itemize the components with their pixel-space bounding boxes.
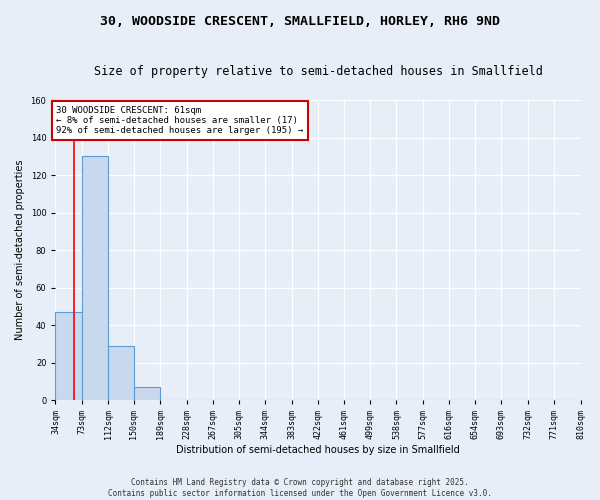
Bar	[55, 312, 82, 400]
Text: 30 WOODSIDE CRESCENT: 61sqm
← 8% of semi-detached houses are smaller (17)
92% of: 30 WOODSIDE CRESCENT: 61sqm ← 8% of semi…	[56, 106, 304, 136]
Bar	[134, 388, 160, 400]
Title: Size of property relative to semi-detached houses in Smallfield: Size of property relative to semi-detach…	[94, 65, 542, 78]
Text: Contains HM Land Registry data © Crown copyright and database right 2025.
Contai: Contains HM Land Registry data © Crown c…	[108, 478, 492, 498]
X-axis label: Distribution of semi-detached houses by size in Smallfield: Distribution of semi-detached houses by …	[176, 445, 460, 455]
Bar	[82, 156, 108, 400]
Bar	[108, 346, 134, 401]
Y-axis label: Number of semi-detached properties: Number of semi-detached properties	[15, 160, 25, 340]
Text: 30, WOODSIDE CRESCENT, SMALLFIELD, HORLEY, RH6 9ND: 30, WOODSIDE CRESCENT, SMALLFIELD, HORLE…	[100, 15, 500, 28]
